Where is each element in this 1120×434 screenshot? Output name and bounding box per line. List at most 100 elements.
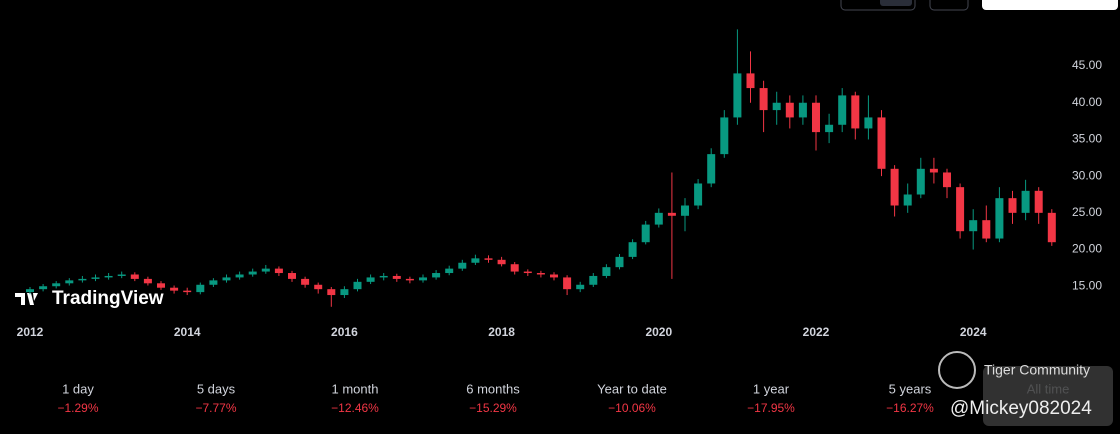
performance-label: 1 month: [332, 381, 379, 396]
candle-body: [877, 117, 886, 169]
candle-body: [104, 275, 113, 278]
candle-body: [497, 259, 506, 265]
candle-body: [78, 278, 87, 281]
watermark-icon: [938, 351, 976, 389]
x-tick-label: 2012: [17, 325, 44, 339]
toolbar-button[interactable]: [840, 0, 916, 11]
logo: TradingView: [15, 288, 164, 309]
candle-body: [550, 274, 558, 278]
candle-body: [288, 273, 296, 279]
candle-body: [458, 262, 467, 269]
toolbar-button[interactable]: [982, 0, 1118, 10]
y-tick-label: 15.00: [1072, 278, 1102, 292]
performance-label: 6 months: [466, 381, 520, 396]
candle-body: [1034, 190, 1043, 213]
candle-body: [1021, 190, 1030, 213]
y-tick-label: 45.00: [1072, 58, 1102, 72]
toolbar-button[interactable]: [929, 0, 969, 11]
x-tick-label: 2022: [803, 325, 830, 339]
candle-body: [589, 275, 598, 285]
candle-body: [484, 258, 493, 260]
logo-icon: [15, 293, 38, 305]
performance-label: Year to date: [597, 381, 667, 396]
candle-body: [812, 102, 820, 133]
candle-body: [261, 268, 270, 272]
candle-body: [392, 275, 401, 279]
performance-value: −12.46%: [331, 401, 379, 415]
candle-body: [366, 277, 375, 282]
y-tick-label: 25.00: [1072, 205, 1102, 219]
candle-body: [681, 205, 689, 216]
candle-body: [1008, 198, 1017, 213]
performance-value: −15.29%: [469, 401, 517, 415]
candle-body: [26, 289, 34, 293]
candle-body: [667, 212, 676, 216]
candle-body: [864, 117, 873, 129]
candle-body: [746, 73, 755, 89]
candle-body: [327, 289, 336, 296]
watermark-title: Tiger Community: [984, 362, 1090, 378]
candle-body: [235, 274, 244, 278]
x-tick-label: 2018: [488, 325, 515, 339]
y-tick-label: 20.00: [1072, 242, 1102, 256]
candle-body: [916, 168, 925, 195]
candle-body: [274, 268, 283, 274]
candle-body: [956, 187, 965, 232]
candle-body: [170, 287, 179, 291]
candle-body: [117, 274, 126, 276]
x-tick-label: 2016: [331, 325, 358, 339]
candle-body: [707, 154, 716, 184]
candle-body: [157, 283, 165, 288]
candle-body: [340, 289, 349, 296]
candle-body: [969, 220, 978, 232]
candle-body: [39, 286, 48, 290]
performance-label: 1 year: [753, 381, 790, 396]
candle-body: [654, 212, 663, 225]
candle-body: [248, 271, 257, 275]
candle-body: [471, 258, 480, 263]
candle-body: [943, 172, 951, 188]
candle-body: [432, 273, 441, 278]
candle-body: [602, 267, 611, 276]
performance-value: −7.77%: [195, 401, 236, 415]
candle-body: [314, 284, 323, 290]
candle-body: [1047, 212, 1056, 243]
candle-body: [65, 280, 74, 284]
candle-body: [209, 280, 218, 285]
candle-body: [183, 290, 192, 293]
performance-value: −16.27%: [886, 401, 934, 415]
candle-body: [929, 168, 938, 173]
y-tick-label: 35.00: [1072, 132, 1102, 146]
candle-body: [798, 102, 807, 118]
candle-body: [825, 124, 834, 133]
y-tick-label: 40.00: [1072, 95, 1102, 109]
x-tick-label: 2014: [174, 325, 201, 339]
candle-body: [851, 95, 860, 129]
candle-body: [890, 168, 899, 206]
performance-label: 5 years: [889, 381, 932, 396]
candle-body: [52, 283, 61, 287]
candle-body: [419, 277, 427, 281]
candle-body: [130, 274, 139, 279]
performance-value: −1.29%: [57, 401, 98, 415]
performance-label: 5 days: [197, 381, 236, 396]
toolbar-toggle[interactable]: [880, 0, 912, 6]
candle-body: [510, 264, 519, 272]
candle-body: [903, 194, 912, 206]
candle-body: [720, 117, 729, 155]
y-tick-label: 30.00: [1072, 168, 1102, 182]
performance-value: −10.06%: [608, 401, 656, 415]
performance-value: −17.95%: [747, 401, 795, 415]
candle-body: [405, 278, 414, 281]
candle-body: [982, 220, 991, 239]
candle-body: [196, 284, 205, 293]
x-tick-label: 2024: [960, 325, 987, 339]
candle-body: [995, 198, 1004, 239]
candle-body: [694, 183, 703, 206]
candle-body: [576, 284, 585, 290]
candle-body: [222, 277, 231, 281]
candle-body: [759, 88, 768, 111]
logo-text: TradingView: [52, 288, 164, 309]
